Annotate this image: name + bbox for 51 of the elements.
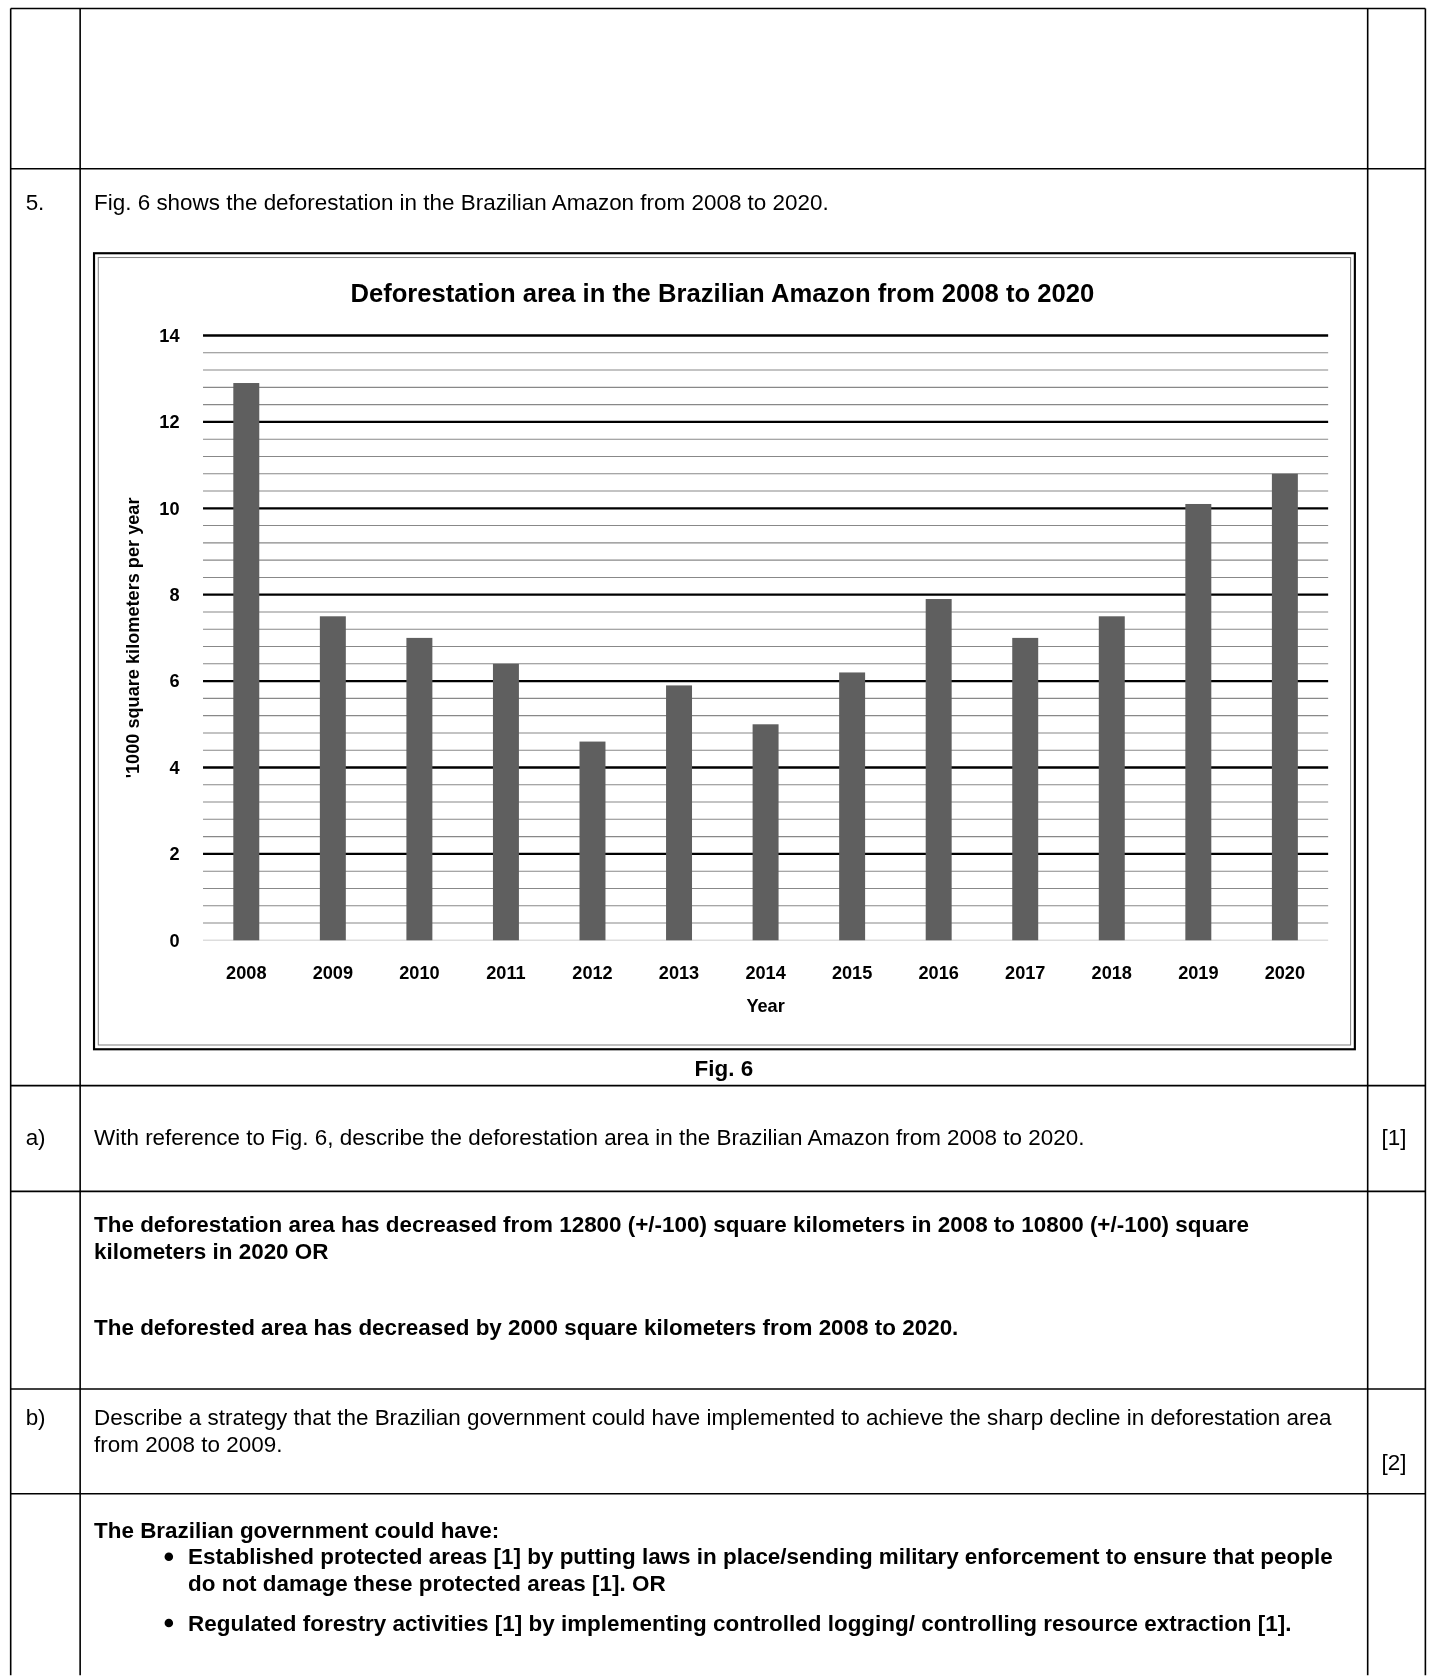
text: Regulated forestry activities [1] by implementing controlled logging/ controlling resource extraction [1].: [188, 1610, 1292, 1635]
x-tick-label: 2016: [918, 962, 959, 983]
bar: [319, 616, 346, 941]
caption: Fig. 6 shows the deforestation in the Brazilian Amazon from 2008 to 2020.: [94, 190, 829, 215]
x-tick-label: 2018: [1091, 962, 1132, 983]
y-tick-label: 12: [159, 412, 180, 433]
x-tick-label: 2019: [1178, 962, 1219, 983]
x-tick-label: 2011: [486, 962, 526, 983]
bar: [1012, 637, 1039, 941]
y-tick-label: 4: [169, 757, 180, 778]
x-tick-label: 2014: [745, 962, 786, 983]
text: a): [25, 1125, 46, 1150]
bar: [752, 724, 779, 941]
y-tick-label: 8: [169, 585, 180, 606]
y-tick-label: 0: [169, 930, 180, 951]
x-axis-title: Year: [746, 995, 785, 1016]
x-tick-label: 2020: [1264, 962, 1306, 983]
bar: [1185, 503, 1212, 941]
caption: Fig. 6: [694, 1055, 754, 1081]
y-tick-label: 6: [169, 671, 180, 692]
x-tick-label: 2017: [1005, 962, 1046, 983]
bar: [1271, 473, 1298, 941]
x-tick-label: 2008: [226, 962, 267, 983]
bar: [925, 599, 952, 941]
text: The deforested area has decreased by 2000 square kilometers from 2008 to 2020.: [94, 1314, 959, 1339]
text: Describe a strategy that the Brazilian government could have implemented to achieve the sharp decline in deforestation area from 2008 to 2009.: [94, 1405, 1332, 1457]
text: b): [25, 1405, 46, 1430]
x-tick-label: 2015: [831, 962, 873, 983]
bar: [579, 741, 606, 941]
x-tick-label: 2010: [399, 962, 440, 983]
x-tick-label: 2012: [572, 962, 613, 983]
y-tick-label: 14: [159, 325, 180, 346]
x-tick-label: 2013: [658, 962, 700, 983]
text: The deforestation area has decreased from 12800 (+/-100) square kilometers in 2008 to 10800 (+/-100) square kilometers in 2020 OR: [94, 1211, 1249, 1263]
bar: [406, 637, 433, 941]
text: 5.: [25, 190, 45, 215]
bar: [1098, 616, 1125, 941]
chart-title: Deforestation area in the Brazilian Amazon from 2008 to 2020: [350, 279, 1095, 308]
text: [1]: [1381, 1125, 1407, 1150]
x-tick-label: 2009: [312, 962, 354, 983]
text: With reference to Fig. 6, describe the deforestation area in the Brazilian Amazon from 2008 to 2020.: [94, 1125, 1085, 1150]
y-tick-label: 10: [159, 498, 180, 519]
bar: [666, 685, 693, 941]
bar: [492, 663, 519, 941]
y-tick-label: 2: [169, 844, 180, 865]
text: Established protected areas [1] by putting laws in place/sending military enforcement to ensure that people do not damage these protected areas [1]. OR: [188, 1543, 1333, 1596]
text: [2]: [1381, 1449, 1407, 1475]
bar: [233, 383, 260, 941]
y-axis-title: '1000 square kilometers per year: [122, 497, 143, 779]
text: The Brazilian government could have:: [94, 1517, 500, 1542]
bar: [839, 672, 866, 941]
